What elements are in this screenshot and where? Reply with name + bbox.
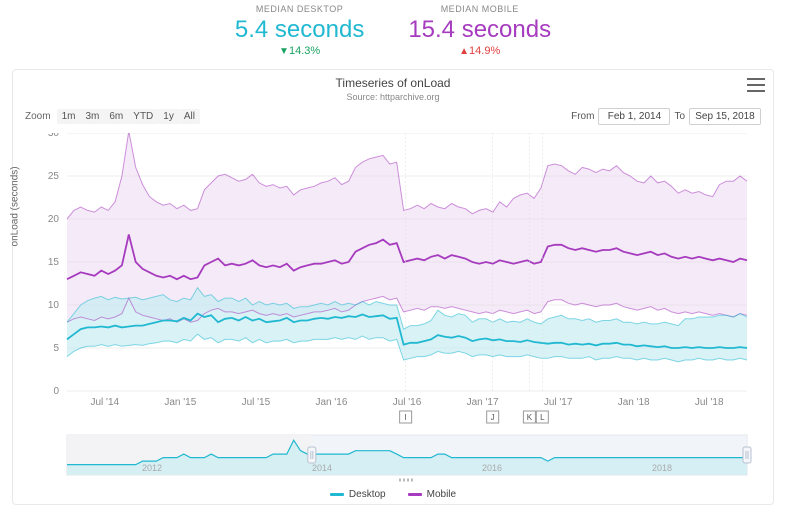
svg-text:I: I <box>405 413 407 422</box>
stat-mobile-label: MEDIAN MOBILE <box>408 4 551 14</box>
legend-desktop[interactable]: Desktop <box>330 489 386 500</box>
zoom-label: Zoom <box>25 111 51 122</box>
svg-text:10: 10 <box>48 300 60 311</box>
svg-text:K: K <box>527 413 533 422</box>
range-from-input[interactable] <box>598 108 670 125</box>
legend-mobile-label: Mobile <box>427 489 456 500</box>
chart-area: onLoad (seconds) 051015202530Jul '14Jan … <box>21 133 765 429</box>
arrow-up-icon: ▲ <box>459 46 469 57</box>
range-to-label: To <box>674 111 685 122</box>
chart-source: Source: httparchive.org <box>21 92 765 102</box>
svg-text:J: J <box>491 413 495 422</box>
svg-text:5: 5 <box>53 343 59 354</box>
chart-titles: Timeseries of onLoad Source: httparchive… <box>21 76 765 102</box>
svg-text:20: 20 <box>48 214 60 225</box>
legend-desktop-swatch <box>330 493 344 496</box>
chart-menu-icon[interactable] <box>747 78 765 92</box>
stat-desktop-value: 5.4 seconds <box>235 16 364 44</box>
svg-text:15: 15 <box>48 257 60 268</box>
zoom-btn-1m[interactable]: 1m <box>57 109 81 124</box>
svg-text:Jan '18: Jan '18 <box>618 397 650 408</box>
svg-text:30: 30 <box>48 133 60 139</box>
main-chart-svg[interactable]: 0 5 10 15 20 25 30 Jul '14 Jan '15 Jul '15 Jan '16… <box>21 133 761 429</box>
navigator[interactable]: 2012 2014 2016 2018 <box>21 433 765 485</box>
svg-text:Jul '18: Jul '18 <box>695 397 724 408</box>
range-to-input[interactable] <box>689 108 761 125</box>
chart-toolbar: Zoom 1m3m6mYTD1yAll From To <box>21 108 765 125</box>
svg-text:Jan '17: Jan '17 <box>467 397 499 408</box>
legend-mobile-swatch <box>408 493 422 496</box>
svg-text:Jan '15: Jan '15 <box>164 397 196 408</box>
stat-mobile-value: 15.4 seconds <box>408 16 551 44</box>
svg-text:0: 0 <box>53 386 59 397</box>
zoom-btn-ytd[interactable]: YTD <box>128 109 158 124</box>
header-stats: MEDIAN DESKTOP 5.4 seconds ▼14.3% MEDIAN… <box>0 0 786 65</box>
svg-text:2016: 2016 <box>482 463 502 473</box>
legend-desktop-label: Desktop <box>349 489 386 500</box>
range-group: From To <box>571 108 761 125</box>
svg-text:L: L <box>540 413 545 422</box>
legend: Desktop Mobile <box>21 489 765 500</box>
zoom-btn-1y[interactable]: 1y <box>158 109 179 124</box>
chart-title: Timeseries of onLoad <box>21 76 765 90</box>
zoom-btn-6m[interactable]: 6m <box>104 109 128 124</box>
zoom-group: Zoom 1m3m6mYTD1yAll <box>25 109 200 124</box>
svg-text:25: 25 <box>48 171 60 182</box>
svg-text:Jan '16: Jan '16 <box>315 397 347 408</box>
stat-mobile: MEDIAN MOBILE 15.4 seconds ▲14.9% <box>408 4 551 57</box>
legend-mobile[interactable]: Mobile <box>408 489 456 500</box>
stat-desktop: MEDIAN DESKTOP 5.4 seconds ▼14.3% <box>235 4 364 57</box>
zoom-btn-all[interactable]: All <box>179 109 200 124</box>
chart-card: Timeseries of onLoad Source: httparchive… <box>12 69 774 505</box>
stat-desktop-change: ▼14.3% <box>235 45 364 57</box>
svg-text:2014: 2014 <box>312 463 332 473</box>
navigator-svg[interactable]: 2012 2014 2016 2018 <box>21 433 761 485</box>
svg-text:Jul '15: Jul '15 <box>242 397 271 408</box>
stat-mobile-change: ▲14.9% <box>408 45 551 57</box>
y-axis-label: onLoad (seconds) <box>10 166 21 246</box>
stat-desktop-label: MEDIAN DESKTOP <box>235 4 364 14</box>
zoom-btn-3m[interactable]: 3m <box>80 109 104 124</box>
svg-text:Jul '16: Jul '16 <box>393 397 422 408</box>
arrow-down-icon: ▼ <box>279 46 289 57</box>
svg-text:Jul '17: Jul '17 <box>544 397 573 408</box>
range-from-label: From <box>571 111 594 122</box>
svg-text:2018: 2018 <box>652 463 672 473</box>
svg-text:2012: 2012 <box>142 463 162 473</box>
svg-text:Jul '14: Jul '14 <box>90 397 119 408</box>
